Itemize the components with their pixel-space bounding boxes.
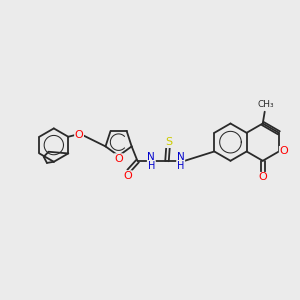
Text: CH₃: CH₃ <box>257 100 274 109</box>
Text: O: O <box>123 171 132 181</box>
Text: O: O <box>114 154 123 164</box>
Text: O: O <box>75 130 83 140</box>
Text: S: S <box>165 137 172 148</box>
Text: H: H <box>148 161 155 171</box>
Text: O: O <box>258 172 267 182</box>
Text: O: O <box>279 146 288 157</box>
Text: N: N <box>147 152 155 162</box>
Text: H: H <box>177 161 184 171</box>
Text: N: N <box>177 152 184 162</box>
